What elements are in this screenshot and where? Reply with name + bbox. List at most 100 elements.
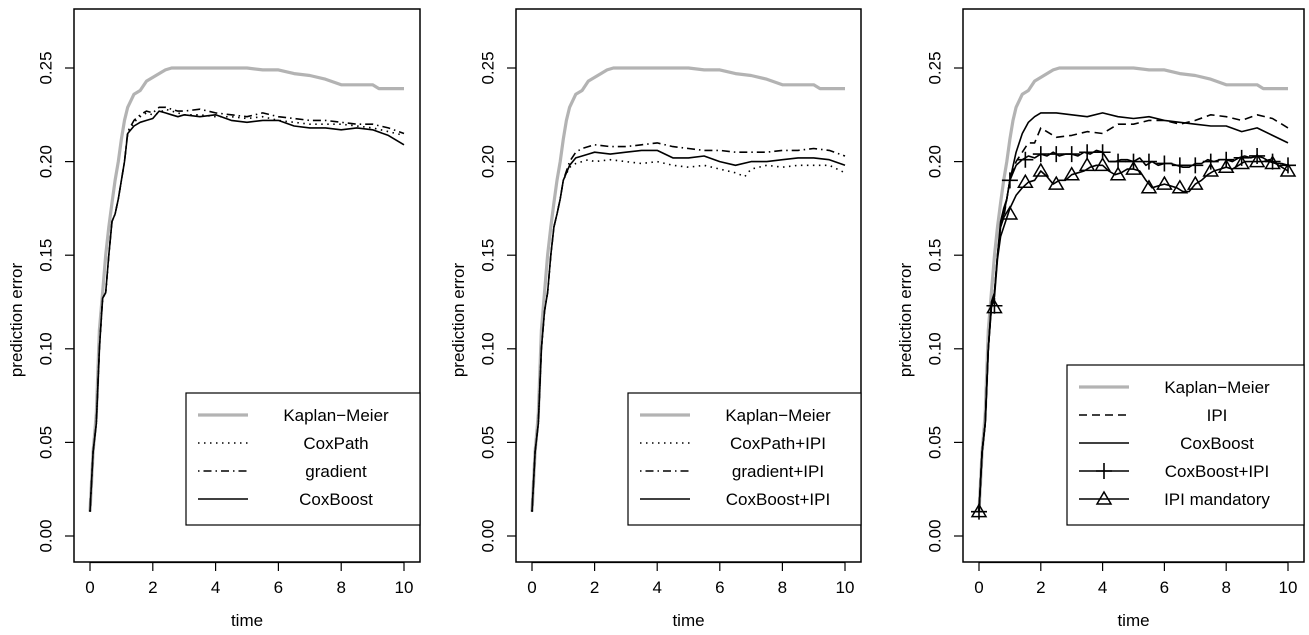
series-2 [89, 108, 405, 512]
y-tick-label: 0.20 [925, 145, 944, 178]
y-tick-label: 0.15 [925, 239, 944, 272]
series-marker [1094, 156, 1111, 172]
series-line [89, 108, 405, 512]
series-line [530, 66, 845, 512]
legend-label: Kaplan−Meier [283, 406, 389, 425]
series-marker [1202, 153, 1219, 170]
series-marker [1202, 162, 1220, 177]
legend-label: CoxPath [303, 434, 368, 453]
legend-label: CoxPath+IPI [730, 434, 826, 453]
chart-panel-1: 0 2 4 6 8 10 0.00 0.05 0.10 0.15 0.20 0.25 time predi… [7, 8, 421, 630]
x-tick-label: 0 [85, 578, 94, 597]
series-marker [1048, 146, 1065, 163]
series-line [531, 142, 846, 512]
series-line [89, 110, 405, 512]
x-axis-title: time [231, 611, 263, 630]
series-marker [1187, 157, 1204, 174]
legend-label: Kaplan−Meier [725, 406, 831, 425]
x-tick-label: 0 [974, 578, 983, 597]
series-2 [531, 158, 846, 512]
y-axis-title: prediction error [449, 262, 468, 377]
y-tick-label: 0.20 [36, 145, 55, 178]
x-tick-label: 10 [1279, 578, 1298, 597]
series-marker [1017, 151, 1034, 168]
x-tick-label: 2 [1036, 578, 1045, 597]
series-3 [531, 142, 846, 512]
series-marker [1156, 175, 1173, 190]
y-tick-label: 0.05 [925, 426, 944, 459]
y-tick-label: 0.10 [925, 332, 944, 365]
x-tick-label: 4 [652, 578, 661, 597]
series-marker [1248, 153, 1266, 168]
series-marker [1171, 157, 1188, 174]
y-tick-label: 0.00 [36, 519, 55, 552]
y-tick-label: 0.25 [478, 51, 497, 84]
series-marker [1001, 205, 1019, 220]
series-marker [1140, 153, 1157, 170]
x-tick-label: 6 [274, 578, 283, 597]
series-marker [970, 503, 988, 518]
x-tick-label: 2 [590, 578, 599, 597]
x-tick-label: 8 [336, 578, 345, 597]
series-marker [1156, 155, 1173, 172]
series-line [531, 149, 846, 512]
x-tick-label: 10 [395, 578, 414, 597]
series-4 [89, 110, 405, 512]
series-marker [1279, 162, 1297, 177]
series-1 [530, 66, 845, 512]
series-marker [1233, 154, 1250, 170]
series-marker [1140, 179, 1158, 194]
legend-label: IPI mandatory [1164, 490, 1270, 509]
series-marker [1186, 175, 1204, 190]
series-line [88, 66, 404, 512]
legend-label: CoxBoost [1180, 434, 1254, 453]
legend-label: gradient [305, 462, 367, 481]
series-marker [986, 299, 1003, 314]
series-1 [977, 66, 1288, 512]
series-1 [88, 66, 404, 512]
x-tick-label: 8 [1221, 578, 1230, 597]
y-tick-label: 0.15 [478, 239, 497, 272]
legend: Kaplan−Meier CoxPath gradient CoxBoost [185, 392, 421, 526]
series-marker [1125, 160, 1142, 175]
legend-label: gradient+IPI [732, 462, 824, 481]
chart-panel-3: 0 2 4 6 8 10 0.00 0.05 0.10 0.15 0.20 0.25 time predi… [896, 8, 1305, 630]
x-tick-label: 4 [1098, 578, 1107, 597]
series-marker [1078, 156, 1096, 172]
x-tick-label: 2 [148, 578, 157, 597]
y-tick-label: 0.00 [925, 519, 944, 552]
chart-panel-2: 0 2 4 6 8 10 0.00 0.05 0.10 0.15 0.20 0.25 time predi… [449, 8, 862, 630]
x-tick-label: 8 [778, 578, 787, 597]
series-marker [1001, 172, 1018, 189]
x-tick-label: 4 [211, 578, 220, 597]
x-tick-label: 0 [527, 578, 536, 597]
series-marker [1032, 162, 1050, 177]
legend-label: CoxBoost [299, 490, 373, 509]
y-tick-label: 0.25 [36, 51, 55, 84]
x-tick-label: 6 [1160, 578, 1169, 597]
series-marker [1063, 146, 1080, 163]
y-tick-label: 0.20 [478, 145, 497, 178]
y-tick-label: 0.15 [36, 239, 55, 272]
y-tick-label: 0.05 [478, 426, 497, 459]
series-marker [1032, 146, 1049, 163]
series-line [977, 66, 1288, 512]
legend-label: Kaplan−Meier [1164, 378, 1270, 397]
x-axis-title: time [672, 611, 704, 630]
legend-label: IPI [1207, 406, 1228, 425]
y-tick-label: 0.10 [478, 332, 497, 365]
legend: Kaplan−Meier IPI CoxBoost CoxBoost+IPI IPI m… [1066, 364, 1305, 526]
legend-marker [1095, 490, 1113, 505]
legend-marker [1096, 463, 1112, 479]
series-marker [1017, 173, 1034, 188]
y-tick-label: 0.25 [925, 51, 944, 84]
y-axis-title: prediction error [7, 262, 26, 377]
series-marker [1217, 158, 1235, 173]
series-marker [1171, 179, 1189, 194]
legend: Kaplan−Meier CoxPath+IPI gradient+IPI CoxBo… [627, 392, 862, 526]
x-axis-title: time [1117, 611, 1149, 630]
series-marker [1109, 166, 1127, 181]
y-tick-label: 0.00 [478, 519, 497, 552]
